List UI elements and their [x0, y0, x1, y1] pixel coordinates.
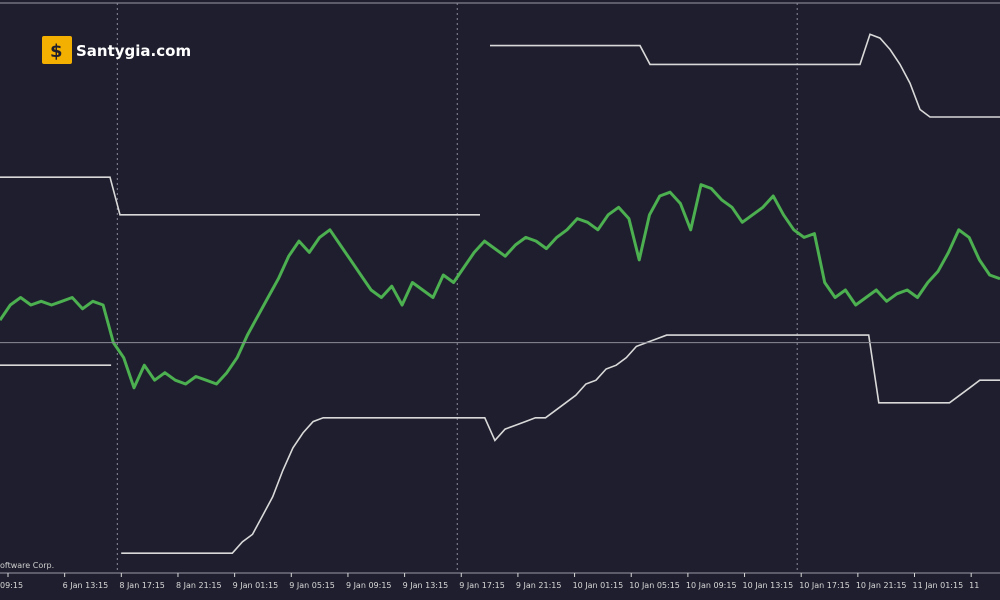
x-tick-label: 8 Jan 21:15: [176, 581, 222, 590]
x-tick-label: 11 Jan 01:15: [913, 581, 964, 590]
watermark-logo: $ Santygia.com: [42, 36, 191, 64]
x-tick-label: 9 Jan 05:15: [289, 581, 335, 590]
price-series: [0, 183, 1000, 390]
x-tick-label: 10 Jan 21:15: [856, 581, 907, 590]
x-tick-label: 9 Jan 01:15: [233, 581, 279, 590]
series-layer: [0, 33, 1000, 554]
watermark-site: Santygia.com: [76, 42, 191, 60]
logo-icon: [42, 36, 72, 64]
logo-icon-glyph: $: [50, 41, 63, 62]
x-tick-label: 6 Jan 13:15: [63, 581, 109, 590]
x-tick-label: 10 Jan 09:15: [686, 581, 737, 590]
x-axis-ticks: 09:15 6 Jan 13:15 8 Jan 17:15 8 Jan 21:15 9 …: [0, 573, 979, 590]
x-tick-label: 10 Jan 01:15: [573, 581, 624, 590]
x-tick-label: 10 Jan 05:15: [629, 581, 680, 590]
x-tick-label: 09:15: [0, 581, 23, 590]
x-tick-label: 9 Jan 09:15: [346, 581, 392, 590]
x-tick-label: 9 Jan 13:15: [403, 581, 449, 590]
copyright-text: oftware Corp.: [0, 561, 54, 570]
x-tick-label: 10 Jan 13:15: [743, 581, 794, 590]
upper-envelope-series: [0, 33, 1000, 216]
x-tick-label: 11: [969, 581, 979, 590]
x-tick-label: 9 Jan 21:15: [516, 581, 562, 590]
x-tick-label: 10 Jan 17:15: [799, 581, 850, 590]
lower-envelope-series: [0, 334, 1000, 554]
x-tick-label: 9 Jan 17:15: [459, 581, 505, 590]
x-tick-label: 8 Jan 17:15: [119, 581, 165, 590]
